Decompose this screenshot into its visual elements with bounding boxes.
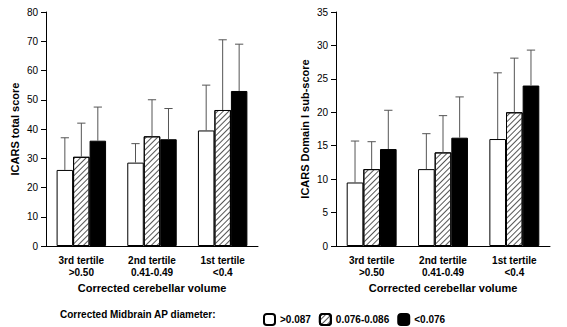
svg-text:0.41-0.49: 0.41-0.49	[422, 267, 465, 278]
svg-text:1st tertile: 1st tertile	[492, 255, 537, 266]
svg-text:>0.50: >0.50	[69, 267, 95, 278]
svg-text:Corrected cerebellar volume: Corrected cerebellar volume	[78, 282, 227, 294]
svg-text:20: 20	[317, 107, 329, 118]
svg-text:15: 15	[317, 140, 329, 151]
svg-text:<0.076: <0.076	[414, 314, 445, 325]
svg-text:0: 0	[322, 241, 328, 252]
svg-text:2nd tertile: 2nd tertile	[419, 255, 467, 266]
svg-text:60: 60	[27, 65, 39, 76]
svg-text:3rd tertile: 3rd tertile	[349, 255, 395, 266]
svg-text:>0.50: >0.50	[359, 267, 385, 278]
svg-text:50: 50	[27, 94, 39, 105]
svg-text:25: 25	[317, 73, 329, 84]
svg-text:Corrected Midbrain AP diameter: Corrected Midbrain AP diameter:	[60, 309, 216, 320]
svg-text:40: 40	[27, 124, 39, 135]
svg-text:ICARS total score: ICARS total score	[9, 83, 21, 176]
svg-text:5: 5	[322, 207, 328, 218]
svg-text:10: 10	[317, 174, 329, 185]
svg-text:0: 0	[32, 241, 38, 252]
svg-text:10: 10	[27, 211, 39, 222]
svg-text:2nd tertile: 2nd tertile	[128, 255, 176, 266]
svg-text:1st tertile: 1st tertile	[200, 255, 245, 266]
svg-text:30: 30	[317, 40, 329, 51]
svg-text:30: 30	[27, 153, 39, 164]
svg-text:Corrected cerebellar volume: Corrected cerebellar volume	[369, 282, 518, 294]
svg-text:<0.4: <0.4	[504, 267, 524, 278]
svg-text:35: 35	[317, 7, 329, 18]
svg-text:<0.4: <0.4	[213, 267, 233, 278]
svg-text:ICARS Domain I sub-score: ICARS Domain I sub-score	[299, 59, 311, 198]
svg-text:3rd tertile: 3rd tertile	[59, 255, 105, 266]
svg-text:>0.087: >0.087	[280, 314, 311, 325]
svg-text:70: 70	[27, 36, 39, 47]
svg-text:0.076-0.086: 0.076-0.086	[336, 314, 390, 325]
svg-text:80: 80	[27, 7, 39, 18]
svg-text:0.41-0.49: 0.41-0.49	[131, 267, 174, 278]
svg-text:20: 20	[27, 182, 39, 193]
